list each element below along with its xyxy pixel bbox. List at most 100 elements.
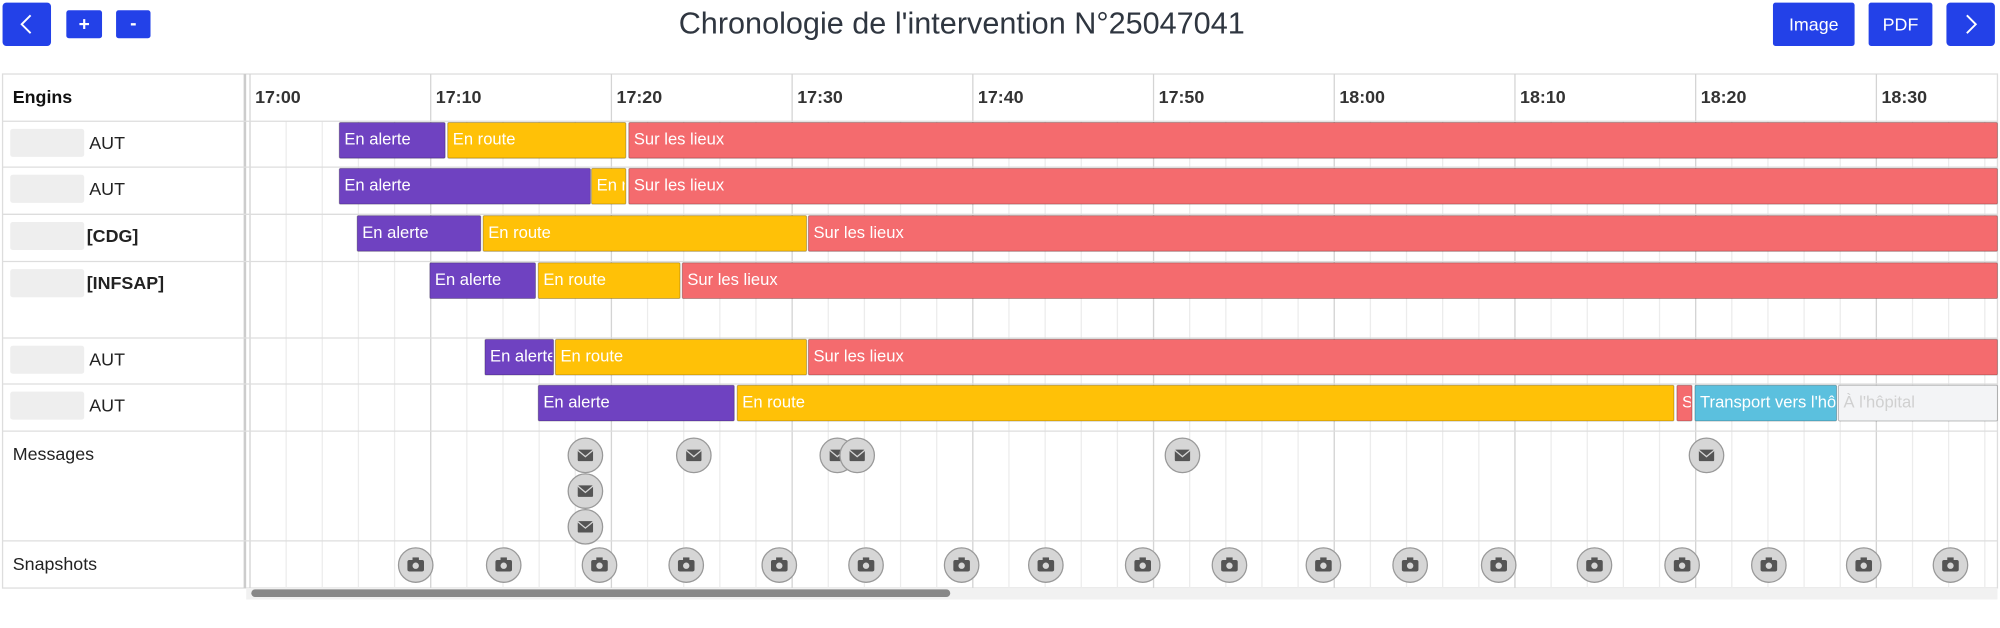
time-tick-label: 18:20	[1701, 87, 1747, 107]
snapshot-icon[interactable]	[1845, 547, 1882, 583]
envelope	[577, 485, 594, 497]
camera-top	[862, 557, 870, 562]
snapshot-icon[interactable]	[581, 547, 618, 583]
status-bar	[338, 167, 591, 205]
status-bar-label: En route	[543, 270, 606, 289]
zoom-in-button[interactable]	[66, 10, 103, 39]
message-icon[interactable]	[567, 508, 604, 545]
snapshot-icon[interactable]	[1211, 547, 1248, 583]
scrollbar-track	[246, 588, 1998, 600]
snapshot-icon[interactable]	[1932, 547, 1969, 583]
status-bar-label: En route	[742, 392, 805, 411]
redacted-name	[10, 391, 85, 420]
zoom-in-label[interactable]: +	[79, 15, 90, 36]
snapshot-icon[interactable]	[943, 547, 980, 583]
image-label[interactable]: Image	[1789, 14, 1839, 34]
message-icon[interactable]	[675, 437, 712, 474]
status-bar	[628, 167, 1998, 205]
pdf-label[interactable]: PDF	[1883, 14, 1919, 34]
snapshot-icon[interactable]	[1480, 547, 1517, 583]
message-icon[interactable]	[839, 437, 876, 474]
table-frame	[1, 73, 1999, 589]
envelope	[686, 449, 702, 462]
redacted-name	[10, 174, 85, 203]
status-bar-label: En alerte	[543, 392, 609, 411]
camera-top	[1320, 557, 1327, 562]
status-bar-label: En alerte	[490, 347, 556, 366]
prev-button[interactable]	[2, 2, 52, 46]
status-bar-label: Sur les lieux	[634, 130, 725, 149]
snapshot-icon[interactable]	[1305, 547, 1342, 583]
snapshot-icon[interactable]	[848, 547, 884, 583]
status-bar	[736, 384, 1675, 422]
snapshot-icon[interactable]	[397, 547, 434, 583]
camera-top	[776, 557, 783, 562]
camera-top	[1139, 557, 1146, 562]
status-bar-label: En route	[453, 130, 516, 149]
camera-top	[683, 557, 690, 562]
row-label: [CDG]	[87, 226, 139, 246]
status-bar-label: Sur les lieux	[813, 347, 904, 366]
camera-top	[1042, 557, 1050, 562]
camera-lens	[1226, 562, 1233, 569]
snapshot-icon[interactable]	[1576, 547, 1613, 583]
snapshot-icon[interactable]	[1392, 547, 1429, 583]
envelope	[849, 449, 865, 462]
status-bar	[628, 121, 1998, 159]
camera-top	[500, 557, 507, 562]
snapshot-icon[interactable]	[1027, 547, 1064, 583]
envelope	[1174, 449, 1191, 462]
snapshot-icon[interactable]	[668, 547, 705, 583]
status-bar	[356, 215, 482, 252]
message-icon[interactable]	[567, 437, 604, 474]
camera-lens	[1765, 562, 1773, 569]
image-button[interactable]	[1772, 2, 1855, 46]
envelope	[1698, 449, 1715, 462]
time-tick-label: 17:10	[436, 87, 482, 107]
redacted-name	[10, 221, 85, 251]
message-icon[interactable]	[1688, 437, 1725, 474]
message-icon[interactable]	[1164, 437, 1201, 474]
scrollbar-thumb[interactable]	[251, 589, 951, 597]
snapshot-icon[interactable]	[1124, 547, 1161, 583]
snapshot-icon[interactable]	[761, 547, 798, 583]
envelope-flap	[1174, 449, 1191, 458]
zoom-out-button[interactable]	[116, 10, 151, 39]
status-bar-label: En route	[560, 347, 623, 366]
pdf-button[interactable]	[1868, 2, 1933, 46]
status-bar	[482, 215, 808, 252]
time-tick-label: 17:00	[255, 87, 301, 107]
row-label: Snapshots	[13, 554, 97, 574]
snapshot-icon[interactable]	[1750, 547, 1787, 583]
camera-lens	[596, 562, 603, 569]
camera-top	[1406, 557, 1414, 562]
row-label: AUT	[89, 350, 125, 370]
row-label: AUT	[89, 179, 125, 199]
camera-top	[1860, 557, 1867, 562]
zoom-out-label[interactable]: -	[130, 13, 136, 34]
status-bar	[1837, 384, 1998, 422]
envelope-flap	[849, 449, 866, 458]
status-bar	[484, 338, 555, 376]
status-bar	[1694, 384, 1838, 422]
snapshot-icon[interactable]	[1664, 547, 1700, 583]
status-bar-label: Sur les lieux	[687, 270, 778, 289]
status-bar	[807, 215, 1998, 252]
camera-top	[596, 557, 603, 562]
camera-lens	[500, 562, 507, 569]
camera-top	[412, 557, 419, 562]
status-bar	[554, 338, 808, 376]
status-bar-label: En alerte	[362, 223, 428, 242]
time-tick-label: 17:50	[1159, 87, 1205, 107]
camera-lens	[1320, 562, 1327, 569]
time-tick-label: 17:40	[978, 87, 1024, 107]
camera-top	[958, 557, 965, 562]
status-bar	[537, 384, 735, 422]
message-icon[interactable]	[567, 473, 604, 509]
snapshot-icon[interactable]	[485, 547, 522, 583]
next-button[interactable]	[1946, 2, 1995, 46]
row-label: AUT	[89, 133, 125, 153]
status-bar	[1676, 384, 1693, 422]
status-bar-label: En route	[488, 223, 551, 242]
